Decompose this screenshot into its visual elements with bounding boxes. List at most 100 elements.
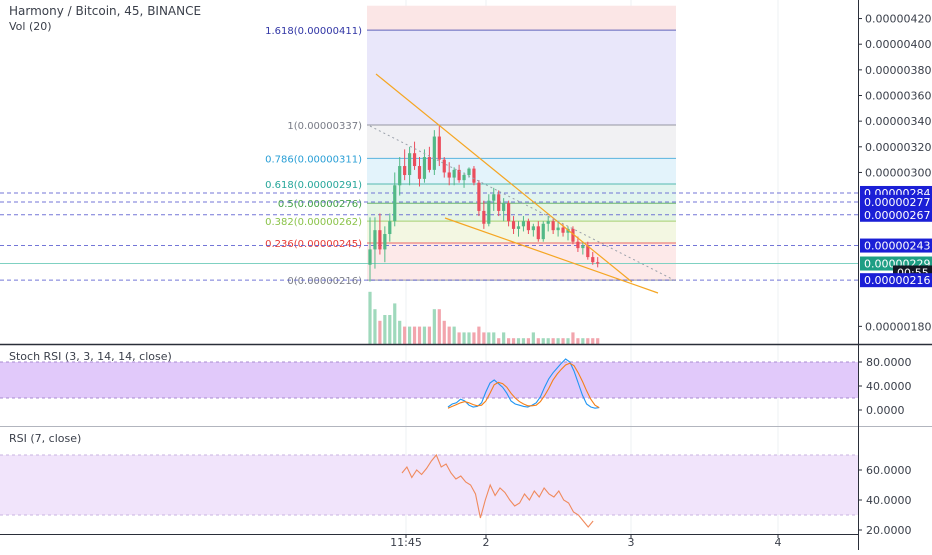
volume-bar bbox=[432, 309, 436, 344]
volume-bar bbox=[378, 320, 382, 344]
price-tag[interactable] bbox=[860, 194, 932, 209]
volume-bar bbox=[516, 338, 521, 344]
candle-body[interactable] bbox=[516, 226, 521, 229]
stoch-k-line[interactable] bbox=[447, 358, 600, 409]
volume-bar bbox=[472, 332, 476, 344]
volume-bar bbox=[452, 326, 456, 344]
candle-body[interactable] bbox=[497, 194, 501, 211]
volume-bar bbox=[373, 309, 377, 344]
volume-bar bbox=[408, 326, 412, 344]
volume-bar bbox=[482, 332, 486, 344]
price-axis-label: 0.00000340 bbox=[865, 115, 931, 128]
fib-zone bbox=[367, 242, 676, 281]
stoch-axis-label: 0.0000 bbox=[866, 404, 905, 417]
candle-body[interactable] bbox=[472, 168, 476, 183]
fib-zone bbox=[367, 183, 676, 204]
volume-bar bbox=[566, 338, 570, 344]
price-axis-label: 0.00000400 bbox=[865, 38, 931, 51]
candle-body[interactable] bbox=[502, 203, 506, 211]
candle-body[interactable] bbox=[546, 221, 550, 224]
candle-body[interactable] bbox=[417, 166, 422, 179]
volume-bar bbox=[442, 320, 446, 344]
volume-bar bbox=[403, 326, 407, 344]
candle-body[interactable] bbox=[383, 234, 387, 250]
candle-body[interactable] bbox=[526, 221, 530, 231]
price-tag-label: 0.00000267 bbox=[864, 209, 930, 222]
candle-body[interactable] bbox=[576, 241, 580, 249]
candle-body[interactable] bbox=[437, 136, 441, 160]
volume-indicator-label[interactable]: Vol (20) bbox=[9, 20, 52, 33]
price-axis-label: 0.00000320 bbox=[865, 141, 931, 154]
candle-body[interactable] bbox=[561, 227, 565, 233]
candle-body[interactable] bbox=[551, 221, 555, 231]
candle-body[interactable] bbox=[457, 169, 461, 181]
candle-body[interactable] bbox=[566, 228, 570, 233]
price-tag[interactable] bbox=[860, 273, 932, 288]
candle-body[interactable] bbox=[586, 245, 590, 258]
volume-bar bbox=[368, 291, 372, 344]
rsi-label[interactable]: RSI (7, close) bbox=[9, 432, 82, 445]
candle-body[interactable] bbox=[511, 221, 516, 229]
candle-body[interactable] bbox=[467, 168, 471, 176]
upper-trendline[interactable] bbox=[375, 73, 633, 283]
candle-body[interactable] bbox=[507, 203, 511, 222]
volume-bar bbox=[412, 326, 417, 344]
volume-bar bbox=[556, 338, 560, 344]
volume-bar bbox=[576, 338, 580, 344]
candle-body[interactable] bbox=[432, 136, 436, 170]
candle-body[interactable] bbox=[422, 157, 427, 179]
candle-body[interactable] bbox=[492, 194, 496, 201]
candle-body[interactable] bbox=[408, 153, 412, 176]
volume-bar bbox=[596, 338, 600, 344]
volume-bar bbox=[492, 332, 496, 344]
candle-body[interactable] bbox=[462, 175, 466, 181]
candle-body[interactable] bbox=[403, 166, 407, 176]
candle-body[interactable] bbox=[477, 182, 481, 211]
price-tag[interactable] bbox=[860, 238, 932, 253]
candle-body[interactable] bbox=[591, 257, 595, 263]
fib-level-label: 0.236(0.00000245) bbox=[265, 239, 362, 250]
volume-bar bbox=[467, 332, 471, 344]
candle-body[interactable] bbox=[536, 226, 540, 240]
stoch-rsi-label[interactable]: Stoch RSI (3, 3, 14, 14, close) bbox=[9, 350, 172, 363]
lower-trendline[interactable] bbox=[444, 217, 659, 294]
candle-body[interactable] bbox=[556, 227, 560, 231]
candle-body[interactable] bbox=[531, 226, 535, 231]
candle-body[interactable] bbox=[442, 159, 446, 173]
volume-bar bbox=[417, 326, 422, 344]
stoch-d-line[interactable] bbox=[447, 362, 600, 409]
candle-body[interactable] bbox=[427, 157, 431, 170]
fib-level-label: 0.618(0.00000291) bbox=[265, 180, 362, 191]
candle-body[interactable] bbox=[596, 262, 600, 264]
candle-body[interactable] bbox=[393, 185, 397, 222]
rsi-axis-label: 40.0000 bbox=[866, 494, 912, 507]
volume-bar bbox=[497, 338, 501, 344]
rsi-line[interactable] bbox=[401, 453, 594, 528]
price-axis-label: 0.00000420 bbox=[865, 13, 931, 26]
candle-body[interactable] bbox=[388, 221, 392, 235]
candle-body[interactable] bbox=[373, 230, 377, 250]
candle-body[interactable] bbox=[368, 249, 372, 265]
volume-bar bbox=[393, 303, 397, 344]
candle-body[interactable] bbox=[581, 245, 585, 249]
volume-bar bbox=[398, 320, 402, 344]
candle-body[interactable] bbox=[398, 166, 402, 186]
price-tag[interactable] bbox=[860, 207, 932, 222]
volume-bar bbox=[531, 332, 535, 344]
candle-body[interactable] bbox=[482, 210, 486, 224]
candle-body[interactable] bbox=[541, 223, 545, 240]
volume-bar bbox=[502, 332, 506, 344]
price-tag-label: 0.00000243 bbox=[864, 240, 930, 253]
volume-bar bbox=[437, 309, 441, 344]
candle-body[interactable] bbox=[378, 230, 382, 250]
candle-body[interactable] bbox=[521, 221, 526, 227]
candle-body[interactable] bbox=[571, 228, 575, 242]
candle-body[interactable] bbox=[412, 153, 417, 167]
rsi-axis-label: 60.0000 bbox=[866, 464, 912, 477]
volume-bar bbox=[388, 315, 392, 344]
candle-body[interactable] bbox=[447, 172, 451, 178]
candle-body[interactable] bbox=[452, 169, 456, 178]
candle-body[interactable] bbox=[487, 200, 491, 224]
